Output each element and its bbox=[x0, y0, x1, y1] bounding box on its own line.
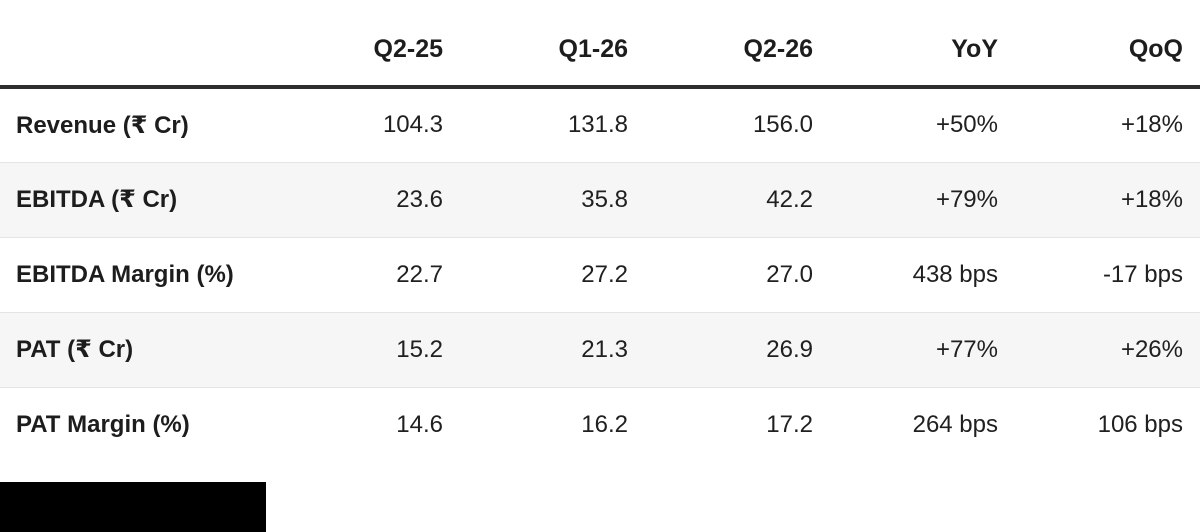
cell-value: +79% bbox=[813, 161, 998, 237]
cell-value: 15.2 bbox=[258, 311, 443, 387]
cell-value: +18% bbox=[998, 161, 1200, 237]
table-row-ebitda-margin: EBITDA Margin (%) 22.7 27.2 27.0 438 bps… bbox=[0, 236, 1200, 312]
cell-value: 22.7 bbox=[258, 236, 443, 312]
cell-value: +50% bbox=[935, 111, 998, 139]
cell-value: 21.3 bbox=[443, 311, 628, 387]
cell-value: 27.0 bbox=[628, 236, 813, 312]
cell-value: 23.6 bbox=[258, 161, 443, 237]
redacted-block bbox=[0, 482, 266, 532]
cell-value: 27.2 bbox=[443, 236, 628, 312]
column-header-q2-26: Q2-26 bbox=[628, 0, 813, 89]
cell-value: -17 bps bbox=[998, 236, 1200, 312]
row-label-ebitda: EBITDA (₹ Cr) bbox=[0, 161, 258, 237]
row-label-pat: PAT (₹ Cr) bbox=[0, 311, 258, 387]
column-header-q1-26: Q1-26 bbox=[443, 0, 628, 89]
row-label-revenue: Revenue (₹ Cr) bbox=[16, 111, 189, 139]
cell-value: 438 bps bbox=[813, 236, 998, 312]
table-row-pat: PAT (₹ Cr) 15.2 21.3 26.9 +77% +26% bbox=[0, 311, 1200, 387]
cell-value: 156.0 bbox=[752, 111, 813, 139]
cell-value: 131.8 bbox=[567, 111, 628, 139]
cell-value: 104.3 bbox=[382, 111, 443, 139]
column-header-qoq: QoQ bbox=[998, 0, 1200, 89]
cell-value: 264 bps bbox=[813, 386, 998, 462]
row-label-pat-margin: PAT Margin (%) bbox=[0, 386, 258, 462]
quarterly-financials-table: Q2-25 Q1-26 Q2-26 YoY QoQ Revenue (₹ Cr)… bbox=[0, 0, 1200, 462]
table-row-ebitda: EBITDA (₹ Cr) 23.6 35.8 42.2 +79% +18% bbox=[0, 161, 1200, 237]
table-row-revenue: Revenue (₹ Cr) 104.3 131.8 156.0 +50% +1… bbox=[0, 87, 1200, 162]
column-header-q2-25: Q2-25 bbox=[258, 0, 443, 89]
column-header-metric bbox=[0, 0, 258, 89]
cell-value: 26.9 bbox=[628, 311, 813, 387]
table-row-pat-margin: PAT Margin (%) 14.6 16.2 17.2 264 bps 10… bbox=[0, 386, 1200, 462]
cell-value: 42.2 bbox=[628, 161, 813, 237]
cell-value: +18% bbox=[1120, 111, 1183, 139]
cell-value: 17.2 bbox=[628, 386, 813, 462]
column-header-yoy: YoY bbox=[813, 0, 998, 89]
cell-value: +26% bbox=[998, 311, 1200, 387]
table-header-row: Q2-25 Q1-26 Q2-26 YoY QoQ bbox=[0, 0, 1200, 89]
cell-value: 35.8 bbox=[443, 161, 628, 237]
cell-value: 16.2 bbox=[443, 386, 628, 462]
cell-value: +77% bbox=[813, 311, 998, 387]
cell-value: 106 bps bbox=[998, 386, 1200, 462]
cell-value: 14.6 bbox=[258, 386, 443, 462]
row-label-ebitda-margin: EBITDA Margin (%) bbox=[0, 236, 258, 312]
